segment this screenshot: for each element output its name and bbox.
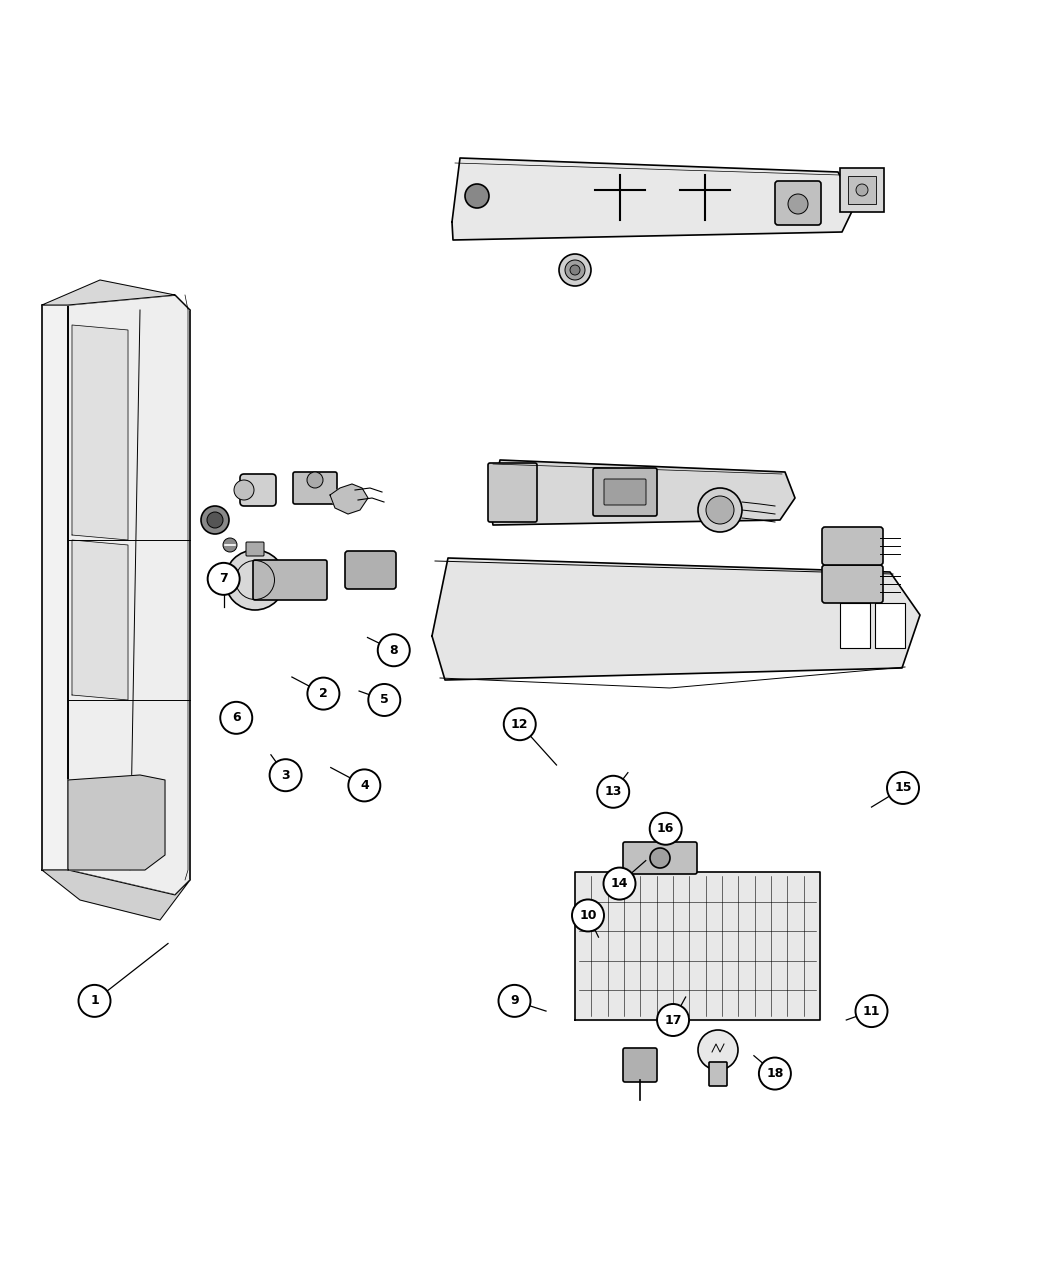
Polygon shape bbox=[42, 870, 190, 921]
Circle shape bbox=[698, 488, 742, 532]
Polygon shape bbox=[72, 325, 128, 541]
Circle shape bbox=[565, 260, 585, 280]
Circle shape bbox=[465, 184, 489, 208]
Circle shape bbox=[378, 634, 410, 667]
Text: 9: 9 bbox=[510, 994, 519, 1007]
Circle shape bbox=[504, 708, 536, 741]
Text: 12: 12 bbox=[511, 718, 528, 731]
Circle shape bbox=[597, 775, 629, 808]
Text: 18: 18 bbox=[766, 1067, 783, 1080]
Text: 16: 16 bbox=[657, 822, 674, 835]
Text: 6: 6 bbox=[232, 711, 240, 724]
Circle shape bbox=[572, 899, 604, 932]
Circle shape bbox=[559, 254, 591, 286]
Polygon shape bbox=[42, 305, 68, 870]
Bar bbox=[840, 168, 884, 212]
FancyBboxPatch shape bbox=[240, 474, 276, 506]
Polygon shape bbox=[575, 872, 820, 1020]
Polygon shape bbox=[42, 280, 190, 310]
FancyBboxPatch shape bbox=[345, 551, 396, 589]
Text: 1: 1 bbox=[90, 994, 99, 1007]
Circle shape bbox=[270, 759, 301, 792]
Circle shape bbox=[223, 538, 237, 552]
FancyBboxPatch shape bbox=[488, 463, 537, 521]
Circle shape bbox=[856, 994, 887, 1028]
Polygon shape bbox=[72, 541, 128, 700]
Polygon shape bbox=[432, 558, 920, 680]
Polygon shape bbox=[68, 775, 165, 870]
Bar bbox=[848, 176, 876, 204]
FancyBboxPatch shape bbox=[709, 1062, 727, 1086]
Circle shape bbox=[887, 771, 919, 805]
Circle shape bbox=[650, 848, 670, 868]
Circle shape bbox=[349, 769, 380, 802]
Circle shape bbox=[698, 1030, 738, 1070]
Circle shape bbox=[308, 677, 339, 710]
FancyBboxPatch shape bbox=[604, 479, 646, 505]
Circle shape bbox=[208, 562, 239, 595]
FancyBboxPatch shape bbox=[593, 468, 657, 516]
Text: 8: 8 bbox=[390, 644, 398, 657]
Circle shape bbox=[307, 472, 323, 488]
Circle shape bbox=[499, 984, 530, 1017]
FancyBboxPatch shape bbox=[822, 565, 883, 603]
Polygon shape bbox=[68, 295, 190, 895]
FancyBboxPatch shape bbox=[246, 542, 264, 556]
FancyBboxPatch shape bbox=[623, 1048, 657, 1082]
Circle shape bbox=[706, 496, 734, 524]
Circle shape bbox=[856, 184, 868, 196]
FancyBboxPatch shape bbox=[775, 181, 821, 224]
Text: 14: 14 bbox=[611, 877, 628, 890]
Circle shape bbox=[657, 1003, 689, 1037]
Polygon shape bbox=[452, 158, 855, 240]
Text: 10: 10 bbox=[580, 909, 596, 922]
Text: 11: 11 bbox=[863, 1005, 880, 1017]
Text: 4: 4 bbox=[360, 779, 369, 792]
Text: 7: 7 bbox=[219, 572, 228, 585]
Circle shape bbox=[201, 506, 229, 534]
Text: 17: 17 bbox=[665, 1014, 681, 1026]
Text: 5: 5 bbox=[380, 694, 388, 706]
Text: 13: 13 bbox=[605, 785, 622, 798]
FancyBboxPatch shape bbox=[253, 560, 327, 601]
Circle shape bbox=[369, 683, 400, 717]
Circle shape bbox=[650, 812, 681, 845]
Circle shape bbox=[207, 513, 223, 528]
Polygon shape bbox=[490, 460, 795, 525]
Bar bbox=[875, 603, 905, 648]
Bar bbox=[840, 603, 870, 648]
Circle shape bbox=[788, 194, 808, 214]
Circle shape bbox=[604, 867, 635, 900]
Circle shape bbox=[225, 550, 285, 609]
Circle shape bbox=[570, 265, 580, 275]
FancyBboxPatch shape bbox=[293, 472, 337, 504]
Polygon shape bbox=[330, 484, 367, 514]
Circle shape bbox=[79, 984, 110, 1017]
FancyBboxPatch shape bbox=[623, 842, 697, 873]
Text: 3: 3 bbox=[281, 769, 290, 782]
Text: 2: 2 bbox=[319, 687, 328, 700]
Circle shape bbox=[220, 701, 252, 734]
Circle shape bbox=[234, 479, 254, 500]
Circle shape bbox=[759, 1057, 791, 1090]
FancyBboxPatch shape bbox=[822, 527, 883, 565]
Text: 15: 15 bbox=[895, 782, 911, 794]
